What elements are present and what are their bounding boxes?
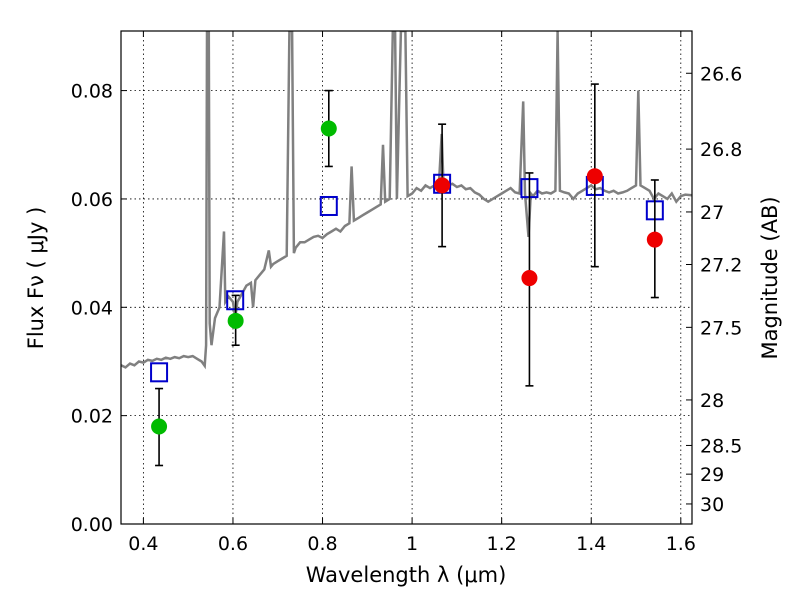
- model-photometry-square: [150, 362, 169, 383]
- model-photometry-square: [319, 195, 338, 216]
- y-tick-label: 0.04: [71, 297, 113, 319]
- y-tick-label: 0.06: [71, 189, 113, 211]
- x-axis-label: Wavelength λ (μm): [306, 563, 507, 587]
- y-right-tick-label: 30: [700, 494, 724, 516]
- grid: [121, 31, 692, 524]
- x-tick-label: 1.4: [576, 533, 606, 555]
- observed-point: [521, 270, 538, 287]
- x-tick-label: 0.6: [218, 533, 248, 555]
- markers: [150, 83, 664, 467]
- x-tick-label: 1.6: [666, 533, 696, 555]
- y-right-tick-label: 29: [700, 464, 724, 486]
- y-right-tick-label: 28: [700, 390, 724, 412]
- observed-point: [151, 418, 168, 435]
- observed-point: [434, 177, 451, 194]
- observed-point: [227, 312, 244, 329]
- y-tick-label: 0.00: [71, 514, 113, 536]
- axis-ticks: 0.4 0.6 0.8 1 1.2 1.4 1.6 0.00 0.02 0.04 0.06 0.08 2…: [71, 31, 742, 555]
- sed-model-line: [121, 31, 692, 370]
- y-right-tick-label: 27.5: [700, 317, 742, 339]
- observed-point: [646, 231, 663, 248]
- observed-point: [320, 120, 337, 137]
- y-right-tick-label: 28.5: [700, 435, 742, 457]
- plot-area: [121, 31, 692, 370]
- observed-point: [586, 168, 603, 185]
- x-tick-label: 0.8: [307, 533, 337, 555]
- x-tick-label: 0.4: [128, 533, 158, 555]
- y-right-tick-label: 27.2: [700, 254, 742, 276]
- x-tick-label: 1: [406, 533, 418, 555]
- y-tick-label: 0.08: [71, 81, 113, 103]
- y-tick-label: 0.02: [71, 406, 113, 428]
- y-axis-label: Flux Fν ( μJy ): [24, 207, 48, 350]
- y-right-tick-label: 26.8: [700, 139, 742, 161]
- x-tick-label: 1.2: [487, 533, 517, 555]
- y-right-tick-label: 27: [700, 202, 724, 224]
- plot-frame: [120, 30, 693, 525]
- y-right-tick-label: 26.6: [700, 63, 742, 85]
- y-axis-right-label: Magnitude (AB): [758, 196, 782, 359]
